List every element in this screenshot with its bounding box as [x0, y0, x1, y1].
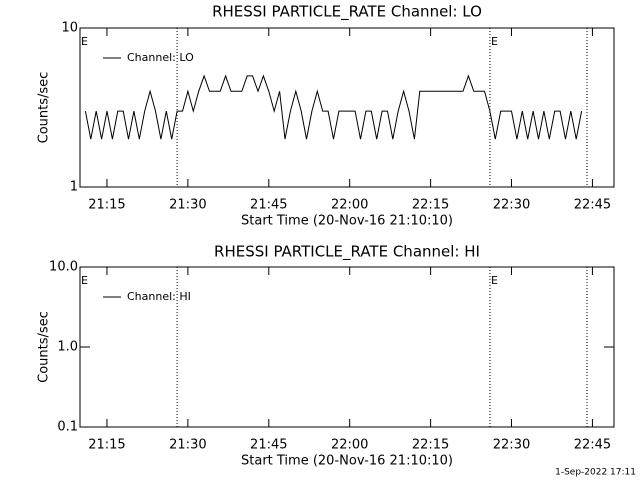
x-tick-label: 22:00	[331, 438, 368, 453]
legend-label: Channel: LO	[127, 51, 194, 64]
data-line	[84, 74, 583, 140]
annotation: E	[81, 274, 88, 287]
y-tick-label: 1.0	[57, 340, 78, 355]
x-tick-label: 22:15	[412, 198, 449, 213]
annotation: E	[491, 35, 498, 48]
chart-title: RHESSI PARTICLE_RATE Channel: HI	[214, 243, 480, 262]
x-tick-label: 22:15	[412, 438, 449, 453]
x-tick-label: 21:30	[169, 198, 206, 213]
chart-title: RHESSI PARTICLE_RATE Channel: LO	[212, 3, 482, 22]
x-tick-label: 21:45	[250, 438, 287, 453]
y-axis-label: Counts/sec	[37, 311, 52, 383]
y-tick-label: 1	[70, 180, 78, 195]
x-tick-label: 22:00	[331, 198, 368, 213]
y-tick-label: 10	[61, 21, 78, 36]
y-tick-label: 10.0	[49, 260, 78, 275]
x-axis-label: Start Time (20-Nov-16 21:10:10)	[241, 454, 453, 469]
x-tick-label: 21:45	[250, 198, 287, 213]
legend-label: Channel: HI	[127, 290, 191, 303]
x-tick-label: 22:30	[493, 198, 530, 213]
annotation: E	[491, 274, 498, 287]
x-tick-label: 21:15	[88, 438, 125, 453]
x-tick-label: 22:45	[574, 438, 611, 453]
x-axis-label: Start Time (20-Nov-16 21:10:10)	[241, 214, 453, 229]
y-tick-label: 0.1	[57, 420, 78, 435]
annotation: E	[81, 35, 88, 48]
plot-frame	[79, 27, 615, 188]
x-tick-label: 21:30	[169, 438, 206, 453]
x-tick-label: 21:15	[88, 198, 125, 213]
x-tick-label: 22:45	[574, 198, 611, 213]
footer: 1-Sep-2022 17:11	[555, 468, 636, 478]
x-tick-label: 22:30	[493, 438, 530, 453]
y-axis-label: Counts/sec	[37, 72, 52, 144]
